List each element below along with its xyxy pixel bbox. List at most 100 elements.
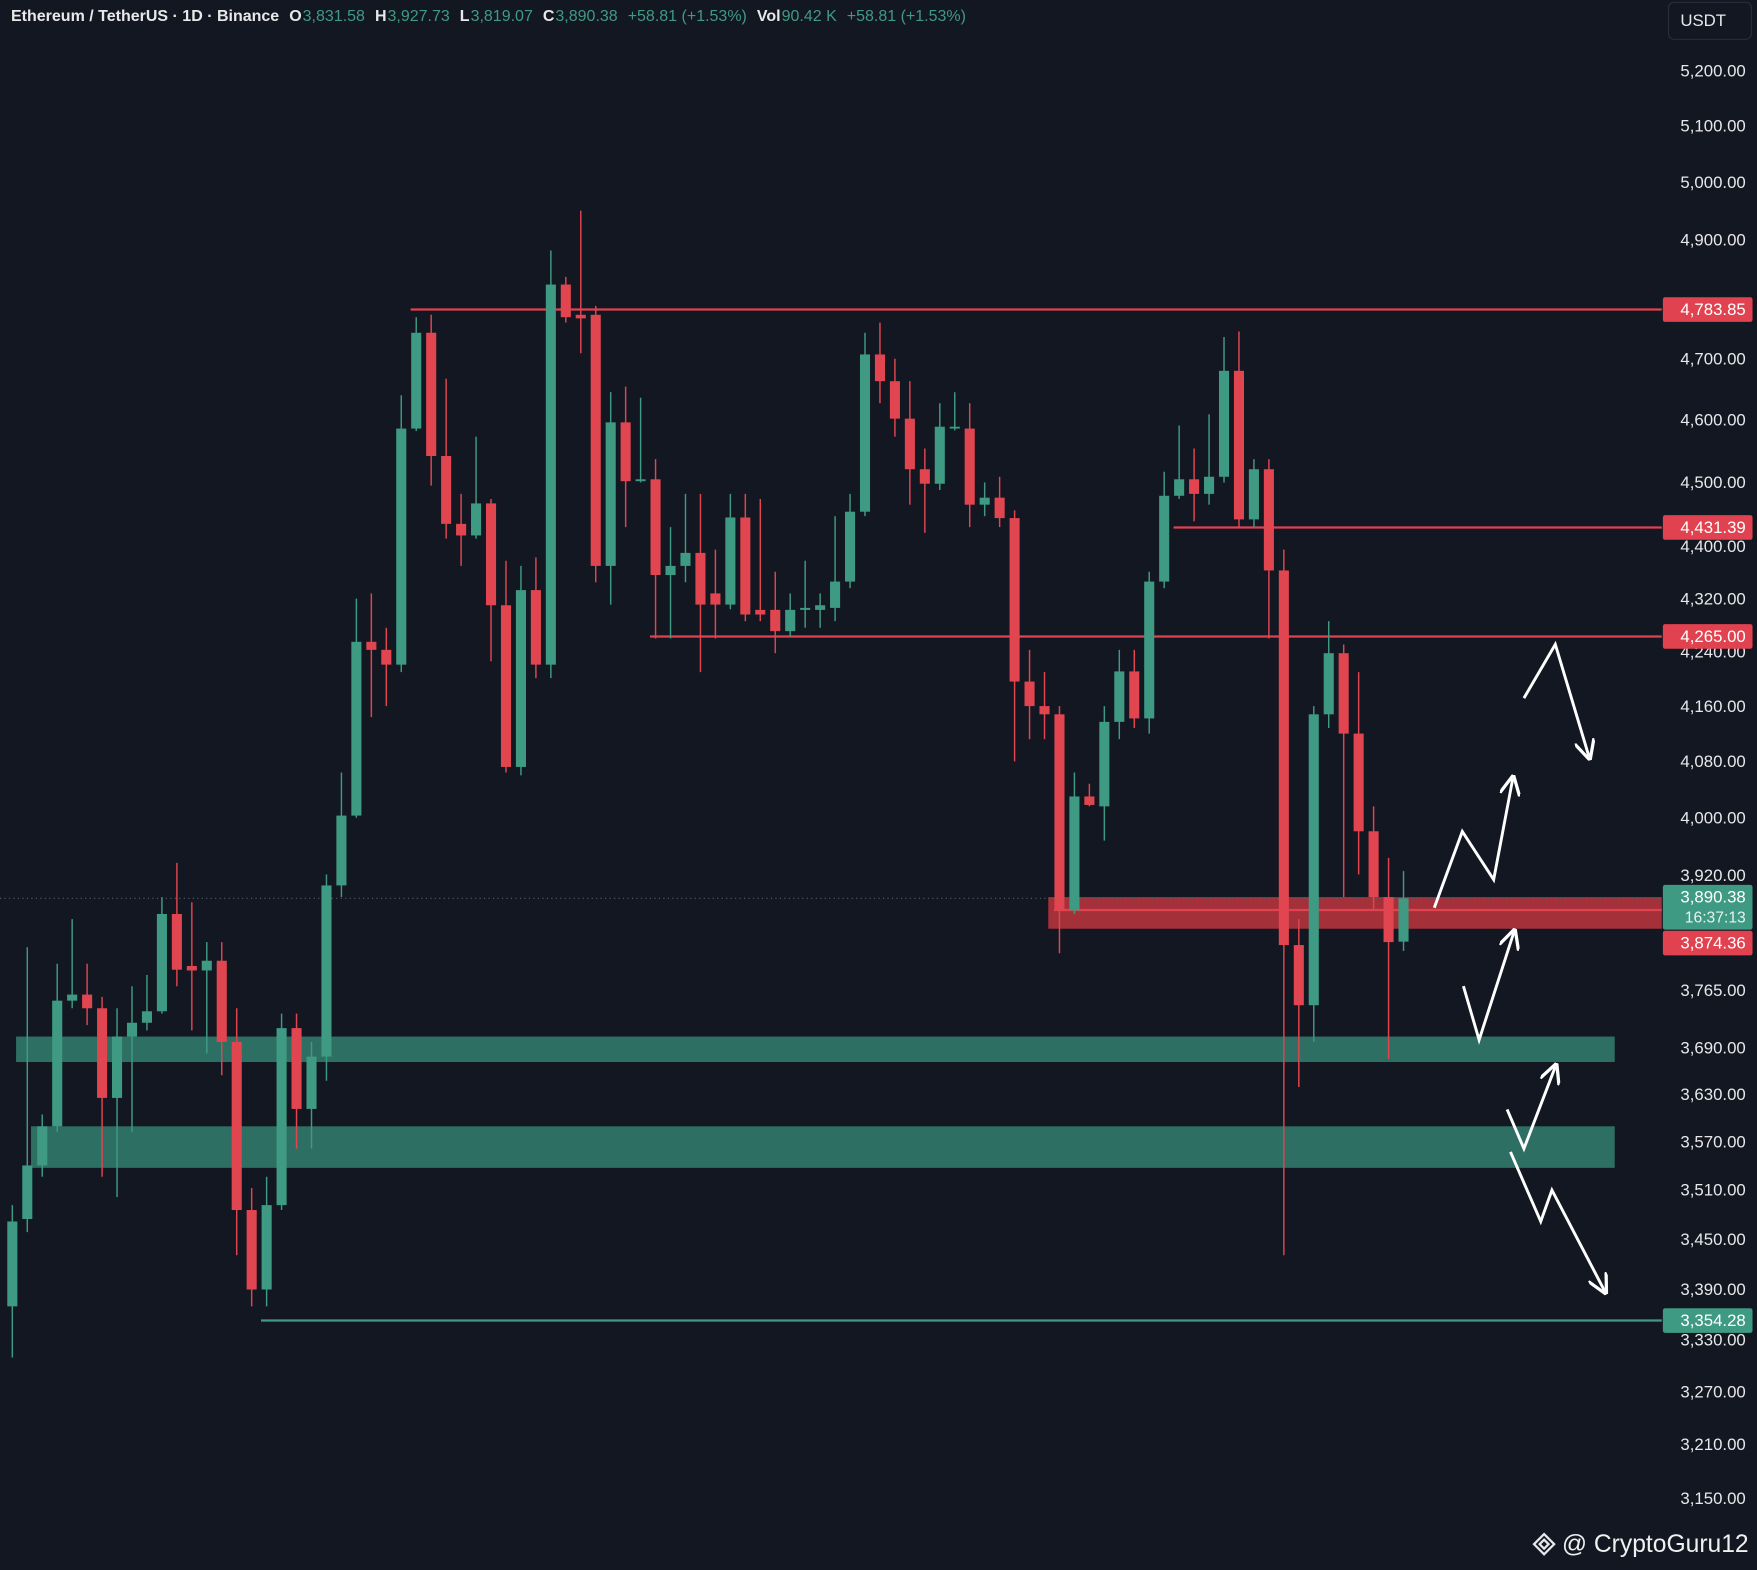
candle-body [500, 605, 512, 767]
y-tick-label: 4,400.00 [1680, 537, 1745, 556]
candle-body [979, 497, 990, 505]
candle-body [650, 479, 661, 576]
candle-body [1218, 370, 1230, 477]
candle-body [1338, 653, 1349, 734]
ohlc-value: 3,890.38 [555, 8, 618, 25]
candle-body [695, 552, 706, 605]
symbol-title: Ethereum / TetherUS · 1D · Binance [11, 8, 280, 25]
y-tick-label: 3,210.00 [1680, 1435, 1745, 1454]
countdown: 16:37:13 [1685, 910, 1746, 927]
volume: Vol 90.42 K [757, 8, 837, 26]
y-tick-label: 3,920.00 [1680, 866, 1745, 885]
candle-body [141, 1011, 153, 1023]
volume-value: 90.42 K [781, 8, 837, 25]
candle-body [635, 479, 646, 482]
ohlc-open: O 3,831.58 [289, 8, 365, 26]
y-tick-label: 4,160.00 [1680, 697, 1745, 716]
candle-body [560, 284, 571, 318]
ohlc-low: L 3,819.07 [460, 8, 533, 26]
change: +58.81 (+1.53%) [627, 8, 747, 25]
candle-body [1278, 570, 1289, 946]
candle-body [1129, 671, 1140, 719]
candle-body [111, 1036, 123, 1098]
price-label: 4,783.85 [1680, 300, 1745, 319]
y-tick-label: 4,080.00 [1680, 752, 1745, 771]
candle-body [306, 1056, 317, 1109]
candle-body [815, 605, 826, 610]
y-tick-label: 3,450.00 [1680, 1230, 1745, 1249]
candle-body [1039, 706, 1050, 715]
candle-body [1263, 469, 1274, 571]
candle-body [994, 497, 1005, 519]
candle-body [1368, 831, 1379, 898]
candle-body [37, 1126, 48, 1166]
ohlc-key: H [374, 8, 387, 25]
candle-body [456, 523, 467, 536]
price-label: 3,874.36 [1680, 934, 1745, 953]
candle-body [67, 994, 78, 1001]
price-label-box [1662, 624, 1753, 649]
candle-body [1069, 796, 1080, 911]
candle-body [171, 913, 182, 970]
candle-body [82, 994, 93, 1009]
currency-label[interactable]: USDT [1680, 11, 1726, 30]
y-tick-label: 4,900.00 [1680, 231, 1745, 250]
candle-body [321, 885, 332, 1057]
candle-body [575, 314, 586, 319]
candle-body [52, 1000, 63, 1127]
projection-arrow [1432, 779, 1512, 909]
candle-body [261, 1205, 272, 1290]
candle-body [755, 609, 766, 615]
y-tick-label: 3,510.00 [1680, 1181, 1745, 1200]
candle-body [1204, 476, 1215, 494]
ohlc-value: 3,927.73 [387, 8, 450, 25]
candle-body [1084, 796, 1095, 805]
y-tick-label: 4,500.00 [1680, 473, 1745, 492]
ohlc-high: H 3,927.73 [375, 8, 450, 26]
y-tick-label: 5,100.00 [1680, 117, 1745, 136]
price-label-box [1662, 515, 1753, 540]
candle-body [770, 609, 781, 632]
candle-body [156, 913, 167, 1012]
candle-body [530, 590, 541, 665]
price-label-box [1662, 930, 1753, 956]
candle-body [1054, 714, 1065, 911]
legend-header: Ethereum / TetherUS · 1D · Binance O 3,83… [11, 8, 966, 26]
candle-body [904, 418, 915, 470]
candle-body [426, 332, 437, 457]
y-tick-label: 5,200.00 [1680, 61, 1745, 80]
y-tick-label: 3,390.00 [1680, 1280, 1745, 1299]
y-tick-label: 3,150.00 [1680, 1489, 1745, 1508]
y-tick-label: 4,600.00 [1680, 411, 1745, 430]
candle-body [351, 641, 362, 816]
candle-body [665, 565, 676, 576]
candle-body [859, 354, 871, 512]
price-label-box [1662, 297, 1753, 322]
candle-body [7, 1221, 18, 1307]
y-tick-label: 3,765.00 [1680, 981, 1745, 1000]
y-tick-label: 3,690.00 [1680, 1038, 1745, 1057]
candle-body [126, 1022, 138, 1037]
y-tick-label: 3,330.00 [1680, 1331, 1745, 1350]
price-label: 3,354.28 [1680, 1311, 1745, 1330]
candle-body [680, 552, 691, 566]
candle-body [1323, 653, 1334, 715]
candle-body [919, 469, 930, 484]
ohlc-close: C 3,890.38 [543, 8, 618, 26]
projection-arrow [1522, 640, 1589, 756]
currency-button[interactable] [1667, 1, 1752, 40]
candle-body [710, 593, 721, 605]
candle-body [889, 381, 900, 419]
candle-body [830, 581, 841, 608]
y-tick-label: 3,630.00 [1680, 1085, 1745, 1104]
candle-body [186, 965, 197, 971]
candle-body [605, 422, 616, 566]
candle-body [216, 960, 227, 1042]
candle-body [1248, 469, 1259, 520]
candle-body [1099, 721, 1110, 807]
zone [1048, 897, 1662, 929]
candle-body [471, 503, 482, 536]
candle-body [1353, 733, 1364, 832]
